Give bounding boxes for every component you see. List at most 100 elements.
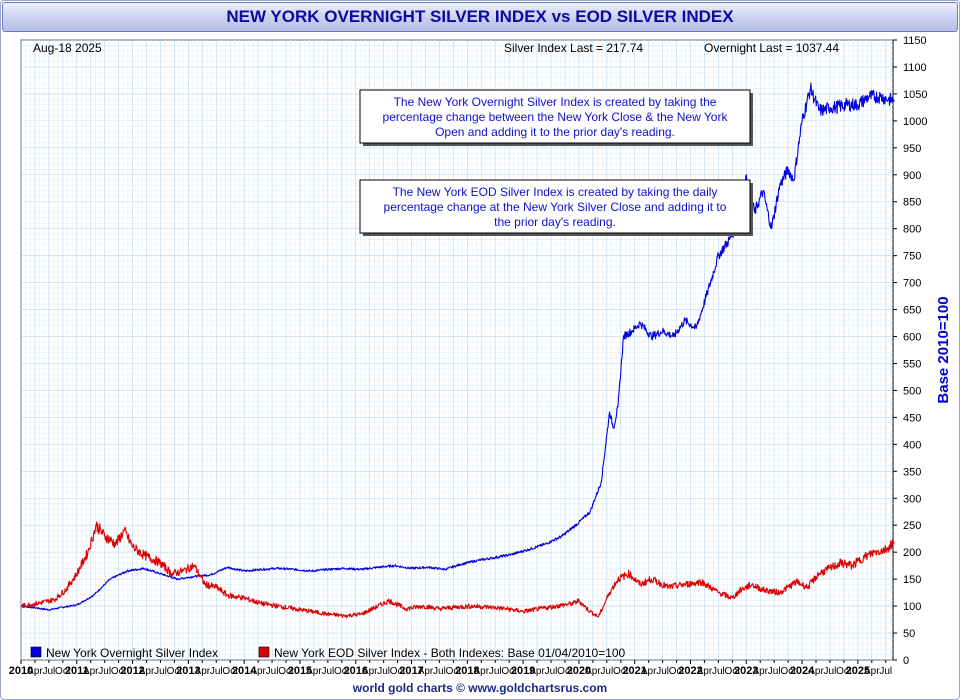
x-year-label: 2024 xyxy=(790,665,815,677)
x-month-label: Jul xyxy=(154,666,167,677)
y-tick-label: 1150 xyxy=(903,35,927,47)
y-tick-label: 800 xyxy=(903,224,921,236)
x-year-label: 2021 xyxy=(622,665,646,677)
x-year-label: 2022 xyxy=(678,665,702,677)
x-month-label: Jul xyxy=(377,666,390,677)
y-tick-label: 500 xyxy=(903,385,921,397)
y-tick-label: 700 xyxy=(903,278,921,290)
y-tick-label: 0 xyxy=(903,655,909,667)
x-month-label: Oct xyxy=(780,666,796,677)
eod-last-point xyxy=(891,541,895,545)
date-label: Aug-18 2025 xyxy=(33,41,102,55)
x-month-label: Apr xyxy=(697,666,713,677)
x-month-label: Jul xyxy=(266,666,279,677)
overnight-note-box-line: percentage change between the New York C… xyxy=(383,110,729,124)
x-year-label: 2011 xyxy=(65,665,89,677)
legend-label: New York Overnight Silver Index xyxy=(46,646,218,660)
x-month-label: Apr xyxy=(529,666,545,677)
x-month-label: Oct xyxy=(557,666,573,677)
eod-series-line xyxy=(20,521,894,618)
x-year-label: 2023 xyxy=(734,665,758,677)
x-month-label: Jul xyxy=(879,666,892,677)
y-tick-label: 200 xyxy=(903,547,921,559)
x-year-label: 2010 xyxy=(9,665,33,677)
legend-swatch xyxy=(30,646,42,658)
y-tick-label: 100 xyxy=(903,601,921,613)
x-month-label: Oct xyxy=(55,666,71,677)
x-month-label: Oct xyxy=(836,666,852,677)
x-year-label: 2025 xyxy=(846,665,870,677)
x-year-label: 2012 xyxy=(120,665,144,677)
legend-swatch xyxy=(258,646,270,658)
x-month-label: Jul xyxy=(824,666,837,677)
silver-index-last-label: Silver Index Last = 217.74 xyxy=(504,41,643,55)
x-month-label: Oct xyxy=(167,666,183,677)
x-year-label: 2016 xyxy=(343,665,367,677)
x-year-label: 2019 xyxy=(511,665,535,677)
x-year-label: 2017 xyxy=(399,665,423,677)
x-month-label: Apr xyxy=(752,666,768,677)
y-tick-label: 750 xyxy=(903,251,921,263)
x-month-label: Jul xyxy=(433,666,446,677)
x-month-label: Jul xyxy=(321,666,334,677)
x-month-label: Apr xyxy=(585,666,601,677)
overnight-last-point xyxy=(891,99,895,103)
y-tick-label: 450 xyxy=(903,412,921,424)
x-month-label: Apr xyxy=(250,666,266,677)
x-month-label: Apr xyxy=(306,666,322,677)
x-year-label: 2020 xyxy=(567,665,591,677)
eod-note-box xyxy=(359,179,751,234)
overnight-note-box-line: Open and adding it to the prior day's re… xyxy=(435,125,675,139)
x-month-label: Oct xyxy=(278,666,294,677)
x-year-label: 2014 xyxy=(232,665,257,677)
overnight-last-label: Overnight Last = 1037.44 xyxy=(704,41,839,55)
x-month-label: Oct xyxy=(222,666,238,677)
x-month-label: Apr xyxy=(27,666,43,677)
x-month-label: Oct xyxy=(111,666,127,677)
x-year-label: 2015 xyxy=(288,665,312,677)
x-month-label: Jul xyxy=(42,666,55,677)
y-tick-label: 50 xyxy=(903,628,915,640)
x-year-label: 2018 xyxy=(455,665,479,677)
y-tick-label: 400 xyxy=(903,439,921,451)
x-month-label: Oct xyxy=(334,666,350,677)
eod-note-box-line: The New York EOD Silver Index is created… xyxy=(393,185,718,199)
x-month-label: Jul xyxy=(98,666,111,677)
overnight-note-box xyxy=(359,89,751,144)
x-month-label: Oct xyxy=(501,666,517,677)
y-axis-title: Base 2010=100 xyxy=(935,296,952,403)
x-month-label: Jul xyxy=(489,666,502,677)
x-month-label: Jul xyxy=(768,666,781,677)
y-tick-label: 850 xyxy=(903,197,921,209)
x-year-label: 2013 xyxy=(176,665,200,677)
y-tick-label: 1100 xyxy=(903,62,927,74)
eod-note-box-line: percentage change at the New York Silver… xyxy=(384,200,727,214)
x-month-label: Apr xyxy=(641,666,657,677)
x-month-label: Apr xyxy=(864,666,880,677)
x-month-label: Jul xyxy=(600,666,613,677)
x-month-label: Oct xyxy=(390,666,406,677)
x-month-label: Oct xyxy=(669,666,685,677)
x-month-label: Apr xyxy=(362,666,378,677)
footer-credit: world gold charts © www.goldchartsrus.co… xyxy=(352,681,608,695)
y-tick-label: 600 xyxy=(903,332,921,344)
x-month-label: Apr xyxy=(195,666,211,677)
page-title: NEW YORK OVERNIGHT SILVER INDEX vs EOD S… xyxy=(2,2,958,32)
y-tick-label: 950 xyxy=(903,143,921,155)
y-tick-label: 250 xyxy=(903,520,921,532)
x-month-label: Jul xyxy=(712,666,725,677)
x-month-label: Oct xyxy=(446,666,462,677)
y-tick-label: 150 xyxy=(903,574,921,586)
x-month-label: Apr xyxy=(418,666,434,677)
x-month-label: Apr xyxy=(808,666,824,677)
x-month-label: Oct xyxy=(613,666,629,677)
overnight-note-box-line: The New York Overnight Silver Index is c… xyxy=(394,95,717,109)
y-tick-label: 1000 xyxy=(903,116,927,128)
x-month-label: Apr xyxy=(139,666,155,677)
y-tick-label: 1050 xyxy=(903,89,927,101)
y-tick-label: 350 xyxy=(903,466,921,478)
x-month-label: Jul xyxy=(656,666,669,677)
x-month-label: Jul xyxy=(210,666,223,677)
legend-label: New York EOD Silver Index - Both Indexes… xyxy=(274,646,626,660)
eod-note-box-line: the prior day's reading. xyxy=(494,215,616,229)
